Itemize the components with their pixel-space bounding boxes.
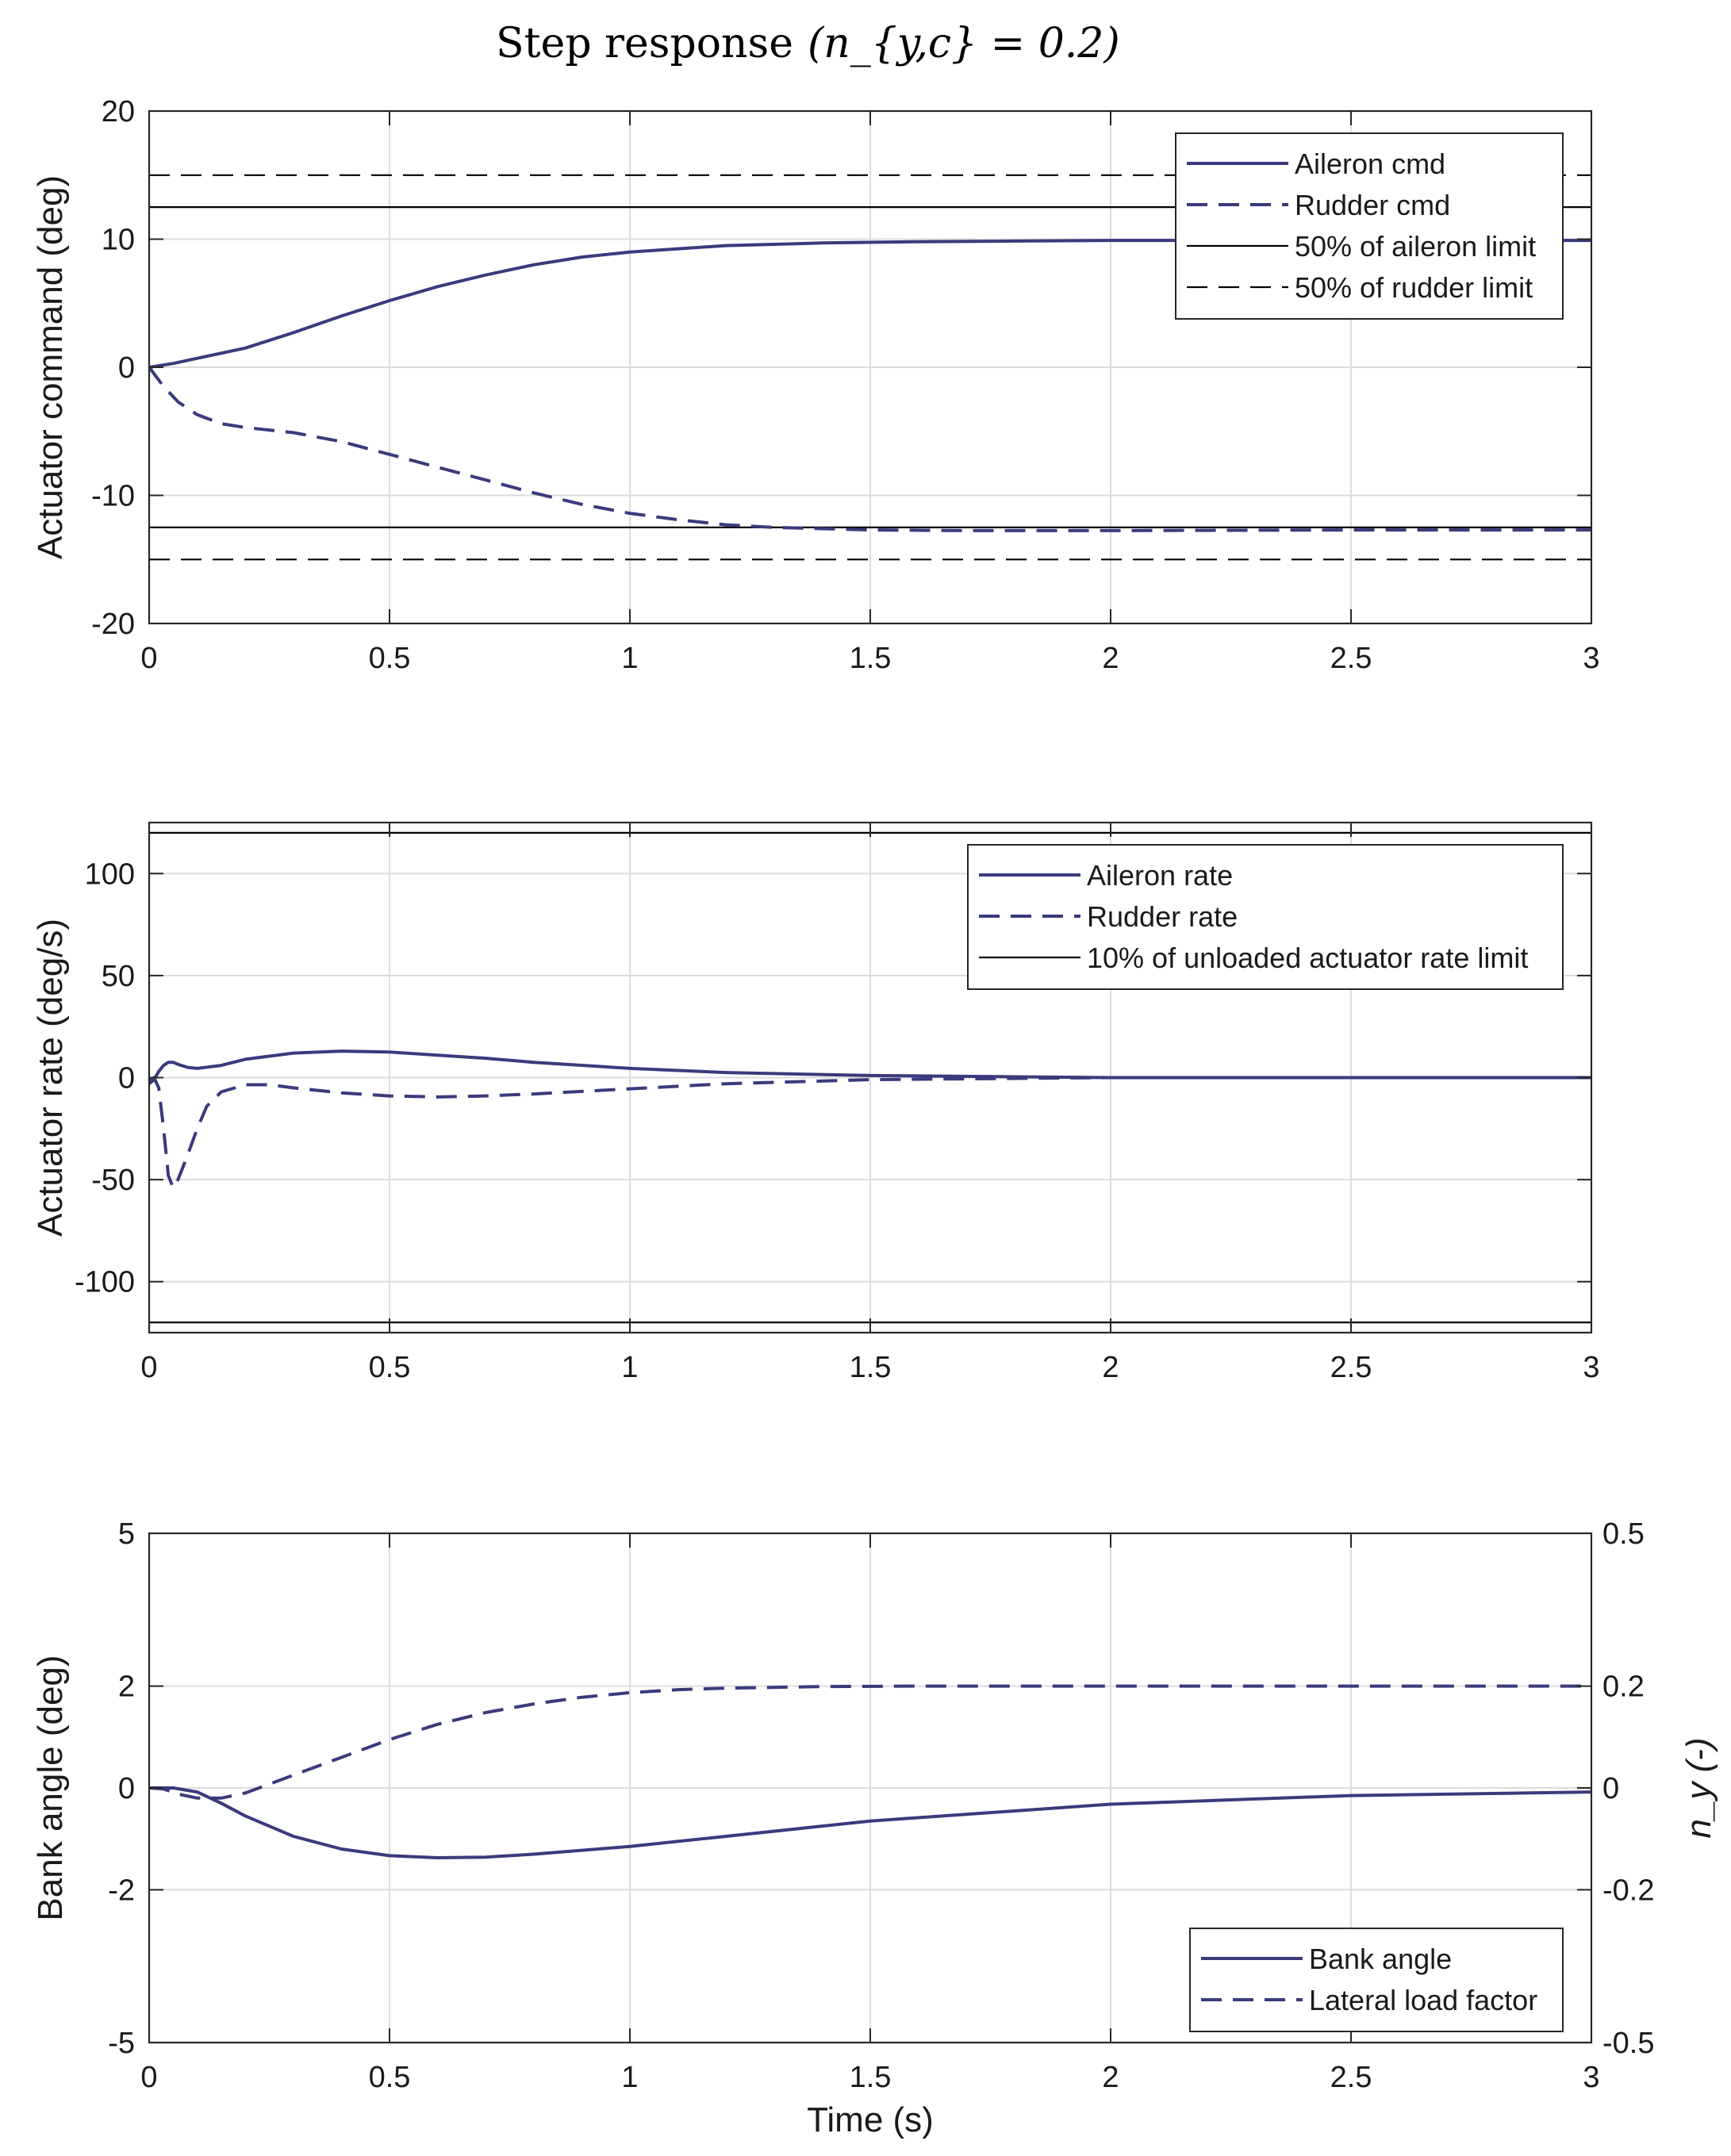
legend-label: 50% of aileron limit — [1295, 230, 1536, 263]
y-axis-label: Bank angle (deg) — [31, 1655, 70, 1920]
legend: Aileron rate Rudder rate 10% of unloaded a… — [967, 844, 1564, 990]
x-tick-label: 1 — [621, 1351, 638, 1384]
legend-label: Bank angle — [1309, 1943, 1452, 1975]
x-tick-label: 0 — [140, 1351, 157, 1384]
x-tick-label: 0 — [140, 2061, 157, 2094]
series-line-aileron-cmd — [149, 239, 1591, 369]
y-tick-label: -10 — [91, 480, 135, 513]
series-line-rudder-cmd — [149, 366, 1591, 532]
x-tick-label: 0.5 — [369, 1351, 411, 1384]
y-tick-label: -2 — [108, 1874, 135, 1907]
legend: Bank angle Lateral load factor — [1189, 1928, 1564, 2032]
panel-3: 0 0.5 1 1.5 2 2.5 3 -5 -2 0 2 5 -0.5 -0.2 0 0.2 0.5 Bank … — [31, 1517, 1718, 2139]
x-tick-label: 2 — [1102, 1351, 1119, 1384]
legend-label: Rudder cmd — [1295, 189, 1450, 221]
legend-label: Lateral load factor — [1309, 1984, 1537, 2016]
data-layer — [149, 1684, 1591, 1859]
series-line-aileron-rate — [149, 1049, 1591, 1085]
legend-label: 50% of rudder limit — [1295, 271, 1533, 304]
y-tick-label: 0 — [118, 1062, 135, 1095]
y2-tick-label: 0 — [1602, 1772, 1619, 1805]
x-tick-label: 0.5 — [369, 2061, 411, 2094]
x-tick-label: 2 — [1102, 642, 1119, 675]
y2-tick-label: -0.5 — [1602, 2027, 1654, 2060]
x-tick-label: 2.5 — [1330, 2061, 1372, 2094]
x-tick-label: 0.5 — [369, 642, 411, 675]
legend-label: 10% of unloaded actuator rate limit — [1087, 942, 1528, 974]
y2-axis-label: n_y (-) — [1679, 1737, 1718, 1838]
y-axis-label: Actuator command (deg) — [31, 175, 70, 559]
y-tick-label: 5 — [118, 1517, 135, 1551]
y-tick-label: -5 — [108, 2027, 135, 2060]
legend-box — [1189, 1928, 1564, 2032]
data-layer — [149, 174, 1591, 561]
y-tick-label: -50 — [91, 1164, 135, 1197]
x-tick-label: 2 — [1102, 2061, 1119, 2094]
y-tick-label: 20 — [102, 95, 135, 129]
x-tick-label: 1.5 — [850, 1351, 892, 1384]
panel-1: 0 0.5 1 1.5 2 2.5 3 -20 -10 0 10 20 Actuator command… — [31, 95, 1600, 675]
series-line-lateral-load-factor — [149, 1684, 1591, 1800]
legend-box — [967, 844, 1564, 990]
y2-tick-label: 0.2 — [1602, 1671, 1645, 1704]
x-tick-label: 2.5 — [1330, 1351, 1372, 1384]
figure-title-math: (n_{y,c} = 0.2) — [808, 20, 1120, 67]
legend-label: Rudder rate — [1087, 900, 1238, 933]
series-line-rudder-rate — [149, 1076, 1591, 1190]
legend-label: Aileron cmd — [1295, 148, 1445, 180]
y-tick-label: 50 — [102, 960, 135, 993]
y2-tick-label: -0.2 — [1602, 1874, 1654, 1907]
x-tick-label: 1 — [621, 2061, 638, 2094]
x-tick-label: 0 — [140, 642, 157, 675]
legend: Aileron cmd Rudder cmd 50% of aileron limi… — [1175, 132, 1564, 320]
y-tick-label: 0 — [118, 351, 135, 385]
y-axis-label: Actuator rate (deg/s) — [31, 919, 70, 1237]
y-tick-label: 0 — [118, 1772, 135, 1805]
y-tick-label: -20 — [91, 608, 135, 641]
y-tick-label: -100 — [75, 1266, 135, 1299]
y-tick-label: 2 — [118, 1671, 135, 1704]
x-tick-label: 1.5 — [850, 642, 892, 675]
y-tick-label: 10 — [102, 224, 135, 257]
figure-title: Step response — [496, 20, 793, 67]
x-tick-label: 1 — [621, 642, 638, 675]
legend-label: Aileron rate — [1087, 859, 1233, 892]
y2-tick-label: 0.5 — [1602, 1517, 1645, 1551]
x-tick-label: 3 — [1583, 2061, 1599, 2094]
x-tick-label: 3 — [1583, 1351, 1599, 1384]
x-axis-label: Time (s) — [807, 2100, 934, 2139]
x-tick-label: 3 — [1583, 642, 1599, 675]
y-tick-label: 100 — [85, 857, 135, 891]
panel-2: 0 0.5 1 1.5 2 2.5 3 -100 -50 0 50 100 Actuator rate … — [31, 821, 1600, 1384]
x-tick-label: 2.5 — [1330, 642, 1372, 675]
x-tick-label: 1.5 — [850, 2061, 892, 2094]
